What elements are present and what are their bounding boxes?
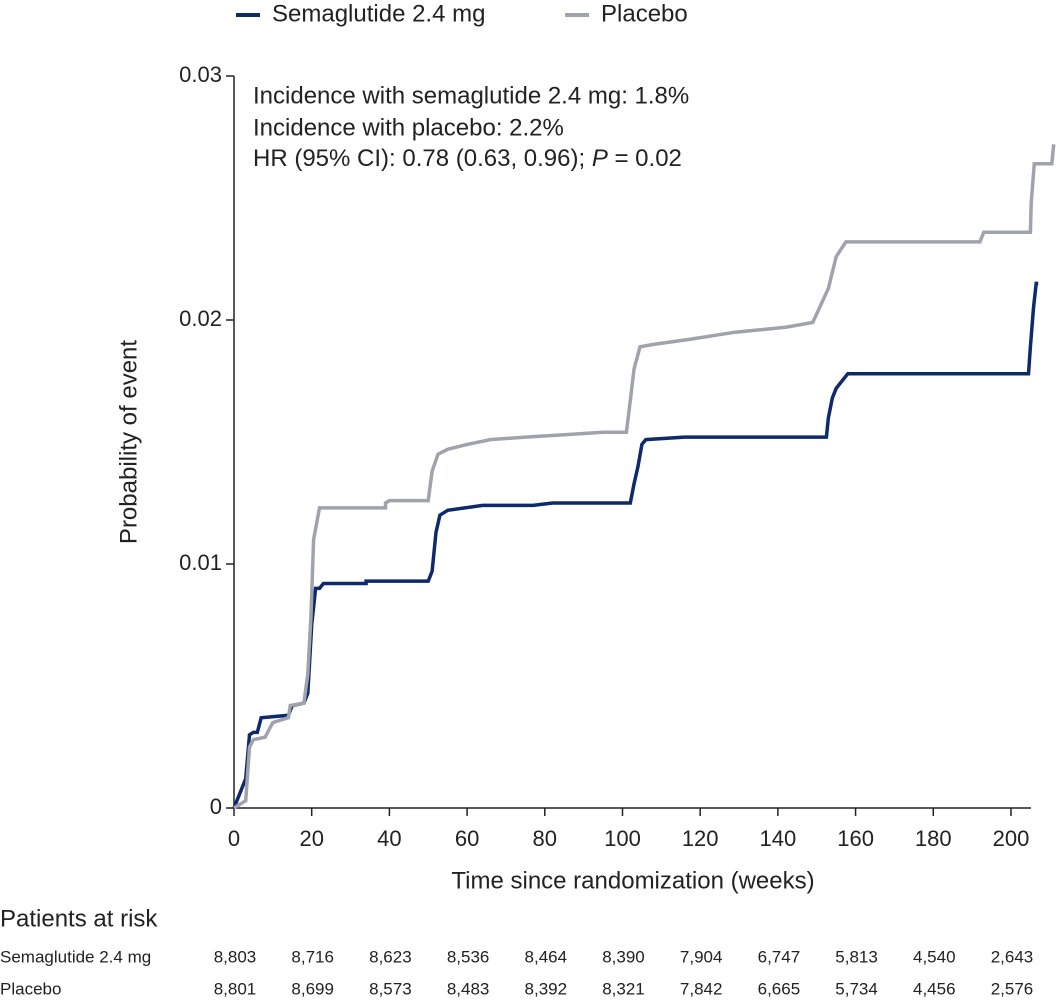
risk-count: 4,456 <box>913 979 956 998</box>
hr-text: HR (95% CI): 0.78 (0.63, 0.96); <box>253 145 592 172</box>
risk-count: 8,623 <box>369 947 412 966</box>
risk-count: 8,483 <box>447 979 490 998</box>
risk-row-label: Semaglutide 2.4 mg <box>0 947 151 966</box>
legend-label: Semaglutide 2.4 mg <box>272 0 485 27</box>
annotation: Incidence with semaglutide 2.4 mg: 1.8% <box>253 82 689 109</box>
annotation: Incidence with placebo: 2.2% <box>253 114 564 141</box>
risk-row-label: Placebo <box>0 979 61 998</box>
hr-value: = 0.02 <box>608 145 682 172</box>
risk-count: 8,716 <box>291 947 334 966</box>
survival-curve <box>233 144 1056 810</box>
risk-count: 6,665 <box>758 979 801 998</box>
x-tick-label: 80 <box>533 826 557 851</box>
risk-count: 8,536 <box>447 947 490 966</box>
y-tick-label: 0 <box>210 794 222 819</box>
y-tick-label: 0.02 <box>179 306 222 331</box>
risk-count: 5,813 <box>835 947 878 966</box>
y-tick-label: 0.01 <box>179 550 222 575</box>
risk-count: 2,643 <box>991 947 1034 966</box>
risk-count: 8,803 <box>214 947 257 966</box>
risk-count: 7,842 <box>680 979 723 998</box>
x-tick-label: 40 <box>377 826 401 851</box>
risk-count: 2,576 <box>991 979 1034 998</box>
risk-count: 8,801 <box>214 979 257 998</box>
x-tick-label: 200 <box>993 826 1030 851</box>
risk-count: 7,904 <box>680 947 723 966</box>
x-tick-label: 120 <box>682 826 719 851</box>
x-tick-label: 100 <box>604 826 641 851</box>
x-tick-label: 0 <box>228 826 240 851</box>
hr-p: P <box>592 145 608 172</box>
risk-count: 4,540 <box>913 947 956 966</box>
risk-title: Patients at risk <box>0 905 158 932</box>
y-tick-label: 0.03 <box>179 62 222 87</box>
risk-count: 8,573 <box>369 979 412 998</box>
x-tick-label: 60 <box>455 826 479 851</box>
legend-label: Placebo <box>601 0 688 27</box>
risk-count: 8,464 <box>525 947 568 966</box>
risk-count: 6,747 <box>758 947 801 966</box>
risk-count: 8,699 <box>291 979 334 998</box>
y-axis-label: Probability of event <box>115 340 142 544</box>
x-tick-label: 180 <box>915 826 952 851</box>
x-tick-label: 20 <box>299 826 323 851</box>
risk-count: 8,392 <box>525 979 568 998</box>
survival-curve <box>232 281 1039 809</box>
hr-annotation: HR (95% CI): 0.78 (0.63, 0.96); P = 0.02 <box>253 145 682 172</box>
x-tick-label: 160 <box>837 826 874 851</box>
x-tick-label: 140 <box>760 826 797 851</box>
risk-count: 5,734 <box>835 979 878 998</box>
x-axis-label: Time since randomization (weeks) <box>451 867 814 894</box>
risk-count: 8,321 <box>602 979 645 998</box>
risk-count: 8,390 <box>602 947 645 966</box>
